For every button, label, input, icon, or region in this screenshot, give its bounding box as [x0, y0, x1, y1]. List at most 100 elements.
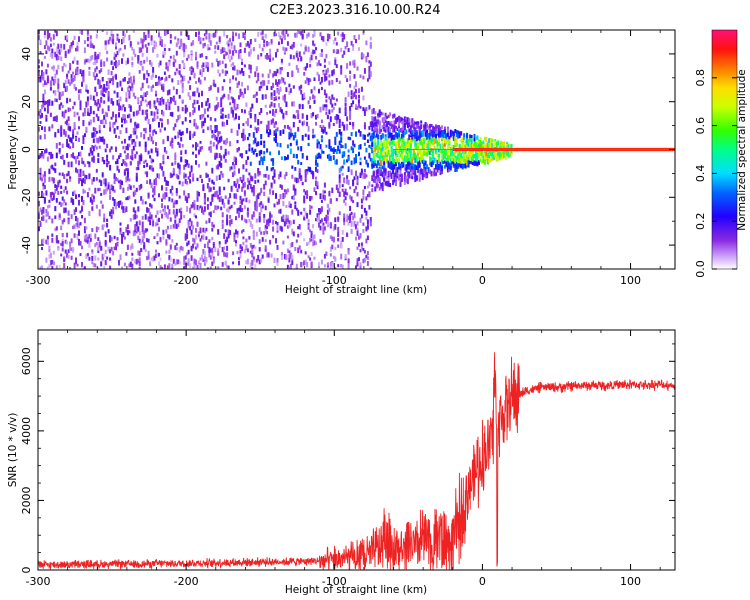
heatmap-cell: [190, 220, 193, 227]
heatmap-cell: [97, 237, 100, 241]
heatmap-cell: [187, 224, 190, 229]
heatmap-cell: [51, 164, 54, 170]
heatmap-cell: [300, 146, 303, 152]
heatmap-cell: [467, 138, 470, 144]
heatmap-cell: [233, 102, 236, 109]
heatmap-cell: [292, 101, 295, 107]
heatmap-cell: [430, 157, 433, 163]
heatmap-cell: [387, 176, 390, 182]
heatmap-cell: [42, 208, 45, 214]
heatmap-cell: [349, 205, 352, 211]
heatmap-cell: [82, 178, 85, 183]
heatmap-cell: [94, 127, 97, 132]
heatmap-cell: [61, 241, 64, 247]
heatmap-cell: [221, 86, 224, 91]
heatmap-cell: [442, 154, 445, 158]
heatmap-cell: [66, 85, 69, 92]
heatmap-cell: [420, 120, 423, 124]
heatmap-cell: [368, 66, 371, 72]
heatmap-cell: [497, 140, 500, 146]
heatmap-cell: [92, 262, 95, 268]
heatmap-cell: [276, 68, 279, 74]
heatmap-cell: [229, 38, 232, 43]
heatmap-cell: [69, 146, 72, 149]
heatmap-cell: [94, 59, 97, 65]
heatmap-cell: [193, 119, 196, 124]
heatmap-cell: [389, 122, 392, 126]
heatmap-cell: [423, 173, 426, 178]
heatmap-cell: [266, 85, 269, 91]
heatmap-cell: [85, 175, 88, 180]
heatmap-cell: [107, 247, 110, 252]
heatmap-cell: [420, 133, 423, 138]
heatmap-cell: [238, 70, 240, 74]
heatmap-cell: [140, 87, 143, 91]
heatmap-cell: [255, 153, 258, 157]
heatmap-cell: [201, 102, 203, 108]
heatmap-cell: [285, 218, 288, 225]
heatmap-cell: [279, 171, 282, 178]
heatmap-cell: [420, 154, 423, 159]
heatmap-cell: [341, 237, 344, 242]
heatmap-cell: [75, 259, 77, 265]
heatmap-cell: [257, 168, 260, 174]
heatmap-cell: [121, 140, 123, 144]
heatmap-cell: [432, 160, 435, 165]
heatmap-cell: [260, 140, 263, 146]
heatmap-cell: [275, 71, 277, 77]
heatmap-cell: [347, 136, 350, 140]
heatmap-cell: [292, 85, 295, 89]
heatmap-cell: [255, 231, 258, 237]
heatmap-cell: [121, 163, 123, 166]
heatmap-cell: [140, 155, 143, 162]
heatmap-cell: [109, 121, 112, 128]
heatmap-cell: [283, 94, 286, 100]
heatmap-cell: [403, 126, 406, 131]
heatmap-cell: [184, 233, 187, 239]
heatmap-cell: [292, 185, 295, 191]
heatmap-cell: [263, 144, 266, 148]
heatmap-cell: [217, 229, 220, 235]
heatmap-cell: [54, 73, 57, 79]
heatmap-cell: [109, 164, 112, 171]
heatmap-cell: [163, 51, 166, 56]
heatmap-cell: [349, 106, 352, 112]
heatmap-cell: [181, 87, 184, 94]
heatmap-cell: [39, 176, 42, 181]
heatmap-cell: [270, 92, 273, 98]
heatmap-cell: [226, 214, 229, 221]
heatmap-cell: [280, 216, 283, 222]
heatmap-cell: [258, 239, 261, 244]
heatmap-cell: [320, 53, 323, 58]
heatmap-cell: [43, 89, 46, 95]
heatmap-cell: [92, 155, 95, 161]
heatmap-cell: [352, 182, 355, 187]
heatmap-cell: [301, 153, 304, 159]
heatmap-cell: [187, 240, 190, 245]
heatmap-cell: [421, 172, 424, 177]
heatmap-cell: [383, 149, 386, 154]
heatmap-cell: [132, 207, 135, 213]
heatmap-cell: [360, 86, 363, 92]
heatmap-cell: [184, 236, 187, 241]
heatmap-cell: [184, 178, 187, 184]
heatmap-cell: [294, 188, 297, 194]
x-tick-label: 100: [620, 575, 641, 588]
heatmap-cell: [103, 138, 106, 145]
heatmap-cell: [297, 233, 300, 238]
heatmap-cell: [239, 253, 242, 259]
heatmap-cell: [406, 161, 409, 166]
heatmap-cell: [267, 252, 270, 258]
heatmap-cell: [433, 157, 436, 163]
heatmap-cell: [257, 119, 260, 124]
heatmap-cell: [199, 205, 202, 209]
heatmap-cell: [476, 156, 479, 162]
heatmap-cell: [248, 236, 251, 240]
heatmap-cell: [470, 161, 473, 165]
heatmap-cell: [323, 89, 326, 96]
heatmap-cell: [329, 222, 332, 228]
heatmap-cell: [273, 97, 276, 102]
heatmap-cell: [112, 80, 115, 86]
heatmap-cell: [72, 201, 75, 205]
heatmap-cell: [187, 258, 190, 263]
